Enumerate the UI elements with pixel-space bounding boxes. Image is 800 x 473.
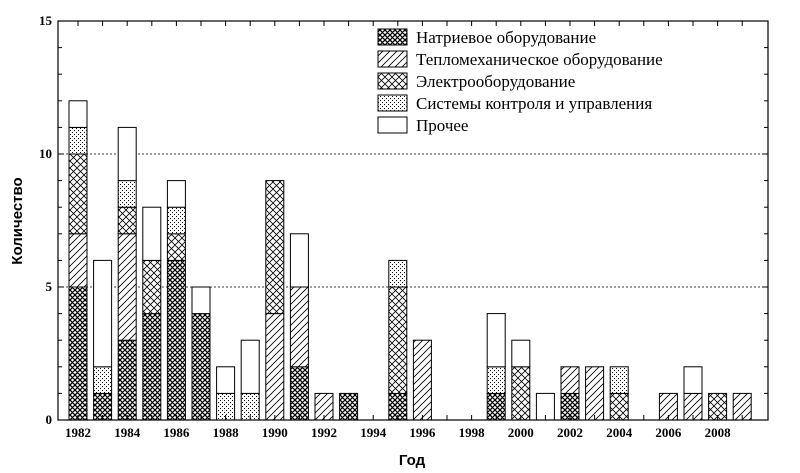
- bar-segment: [117, 339, 137, 421]
- bar-segment: [166, 180, 186, 208]
- x-tick-label: 1998: [459, 425, 486, 440]
- bar-segment: [142, 313, 162, 421]
- y-tick-label: 10: [39, 146, 52, 161]
- bar-segment: [191, 286, 211, 315]
- bar-segment: [68, 126, 88, 155]
- legend-swatch: [377, 50, 408, 68]
- legend-swatch: [377, 28, 408, 46]
- bar-segment: [142, 206, 162, 261]
- bar-segment: [388, 259, 408, 288]
- grid-lines: [58, 153, 768, 288]
- x-tick-label: 1988: [213, 425, 240, 440]
- legend-swatch: [377, 116, 408, 134]
- bar-segment: [289, 366, 309, 421]
- x-tick-label: 1994: [360, 425, 387, 440]
- y-axis-tick-labels: 0 5 10 15: [39, 13, 53, 427]
- x-tick-label: 2008: [705, 425, 732, 440]
- bar-segment: [68, 153, 88, 235]
- bar-segment: [68, 233, 88, 288]
- x-axis-tick-labels: 1982 1984 1986 1988 1990 1992 1994 1996 1998 2000…: [65, 425, 731, 440]
- x-tick-label: 2006: [655, 425, 682, 440]
- y-tick-label: 15: [39, 13, 53, 28]
- bar-segment: [511, 366, 531, 421]
- y-tick-label: 0: [46, 412, 53, 427]
- bar-segment: [166, 206, 186, 235]
- legend-label: Системы контроля и управления: [416, 94, 652, 113]
- bar-segment: [117, 126, 137, 182]
- bars: [68, 100, 752, 421]
- bar-segment: [609, 366, 629, 394]
- x-tick-label: 2004: [606, 425, 633, 440]
- bar-segment: [289, 233, 309, 288]
- bar-segment: [265, 313, 285, 421]
- y-axis-title: Количество: [9, 177, 26, 264]
- x-tick-label: 1982: [65, 425, 91, 440]
- x-tick-label: 2000: [508, 425, 534, 440]
- bar-segment: [585, 366, 605, 421]
- bar-segment: [560, 366, 580, 394]
- x-tick-label: 2002: [557, 425, 583, 440]
- x-tick-label: 1984: [114, 425, 141, 440]
- legend-label: Электрооборудование: [416, 72, 575, 91]
- bar-segment: [412, 339, 432, 421]
- bar-segment: [117, 233, 137, 341]
- legend-label: Тепломеханическое оборудование: [416, 50, 663, 69]
- bar-segment: [117, 180, 137, 208]
- y-tick-label: 5: [46, 279, 53, 294]
- bar-segment: [191, 313, 211, 421]
- bar-segment: [240, 339, 260, 394]
- bar-segment: [486, 366, 506, 394]
- bar-segment: [142, 259, 162, 315]
- legend-label: Натриевое оборудование: [416, 28, 596, 47]
- bar-segment: [265, 180, 285, 315]
- bar-segment: [388, 286, 408, 394]
- x-tick-label: 1986: [163, 425, 190, 440]
- bar-segment: [683, 366, 703, 394]
- x-tick-label: 1990: [262, 425, 288, 440]
- x-tick-label: 1992: [311, 425, 337, 440]
- x-axis-title: Год: [399, 452, 426, 469]
- axis-ticks: [58, 20, 768, 421]
- bar-segment: [486, 313, 506, 368]
- bar-segment: [68, 286, 88, 421]
- bar-segment: [166, 233, 186, 261]
- bar-segment: [166, 259, 186, 421]
- plot-area-frame: [57, 20, 769, 421]
- legend-label: Прочее: [416, 116, 468, 135]
- bar-segment: [216, 366, 236, 394]
- bar-segment: [511, 339, 531, 368]
- legend: Натриевое оборудование Тепломеханическое …: [377, 28, 663, 135]
- legend-swatch: [377, 94, 408, 112]
- bar-segment: [93, 259, 113, 368]
- bar-segment: [289, 286, 309, 368]
- bar-segment: [93, 366, 113, 394]
- legend-swatch: [377, 72, 408, 90]
- bar-segment: [117, 206, 137, 235]
- x-tick-label: 1996: [409, 425, 436, 440]
- bar-segment: [68, 100, 88, 128]
